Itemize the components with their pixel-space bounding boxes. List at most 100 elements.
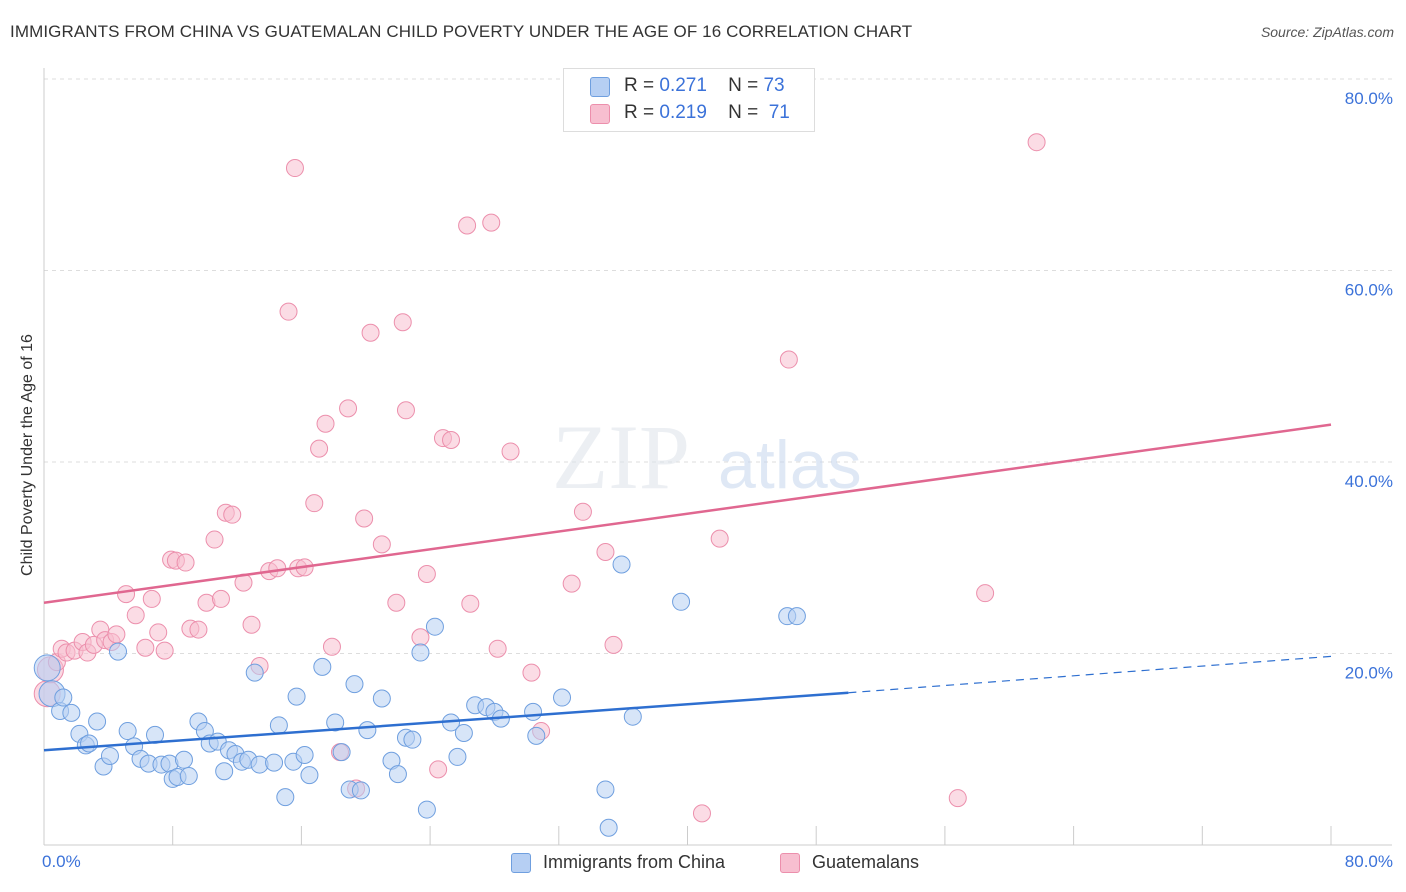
- point-china-35: [269, 716, 288, 735]
- y-tick-label-3: 80.0%: [1345, 89, 1393, 108]
- point-china-63: [524, 702, 543, 721]
- point-china-27: [215, 762, 234, 781]
- legend-r-value-guatemala: 0.219: [659, 102, 707, 123]
- point-china-50: [388, 765, 407, 784]
- point-guatemala-14: [126, 606, 145, 625]
- point-china-7: [80, 734, 99, 753]
- point-guatemala-13: [117, 585, 136, 604]
- x-tick-label-min: 0.0%: [42, 852, 81, 871]
- trend-line-china-dashed: [848, 655, 1332, 694]
- trend-line-guatemala: [43, 423, 1332, 604]
- chart-title: IMMIGRANTS FROM CHINA VS GUATEMALAN CHIL…: [10, 22, 913, 41]
- point-china-41: [313, 657, 332, 676]
- point-china-22: [179, 767, 198, 786]
- bottom-legend-label-china: Immigrants from China: [543, 852, 726, 872]
- axes: [43, 68, 1392, 846]
- point-guatemala-55: [442, 430, 461, 449]
- y-axis-label: Child Poverty Under the Age of 16: [19, 334, 36, 576]
- bottom-legend-swatch-guatemala: [780, 853, 800, 873]
- y-tick-label-1: 40.0%: [1345, 472, 1393, 491]
- point-guatemala-49: [393, 313, 412, 332]
- point-china-4: [62, 703, 81, 722]
- point-china-38: [287, 687, 306, 706]
- point-guatemala-63: [562, 574, 581, 593]
- point-china-46: [351, 781, 370, 800]
- point-guatemala-26: [211, 589, 230, 608]
- point-china-48: [372, 689, 391, 708]
- point-china-54: [417, 800, 436, 819]
- bottom-legend-swatch-china: [511, 853, 531, 873]
- point-guatemala-71: [976, 584, 995, 603]
- point-china-10: [100, 746, 119, 765]
- trend-line-china: [43, 691, 849, 752]
- point-guatemala-72: [1027, 133, 1046, 152]
- legend-swatch-guatemala: [590, 104, 610, 124]
- point-guatemala-45: [355, 509, 374, 528]
- point-china-21: [174, 750, 193, 769]
- point-guatemala-17: [149, 623, 168, 642]
- legend-r-label: R =: [624, 102, 655, 123]
- point-guatemala-34: [279, 302, 298, 321]
- point-guatemala-16: [142, 589, 161, 608]
- legend-n-label: N =: [728, 75, 759, 96]
- point-china-3: [54, 688, 73, 707]
- point-china-58: [454, 723, 473, 742]
- point-china-8: [88, 712, 107, 731]
- point-guatemala-60: [501, 442, 520, 461]
- point-guatemala-23: [189, 620, 208, 639]
- point-china-12: [118, 722, 137, 741]
- point-guatemala-70: [948, 789, 967, 808]
- watermark-atlas: atlas: [718, 427, 862, 503]
- point-china-52: [403, 730, 422, 749]
- point-guatemala-48: [387, 593, 406, 612]
- point-guatemala-18: [155, 641, 174, 660]
- point-guatemala-65: [596, 543, 615, 562]
- legend-text-guatemala: R = 0.219 N = 71: [624, 102, 790, 124]
- point-guatemala-50: [396, 401, 415, 420]
- y-tick-label-0: 20.0%: [1345, 664, 1393, 683]
- point-guatemala-61: [522, 663, 541, 682]
- watermark: ZIP atlas: [552, 406, 862, 508]
- point-guatemala-46: [361, 323, 380, 342]
- point-guatemala-35: [285, 159, 304, 178]
- point-china-57: [448, 747, 467, 766]
- point-china-34: [265, 753, 284, 772]
- trend-lines: [43, 423, 1332, 752]
- point-guatemala-51: [411, 628, 430, 647]
- point-guatemala-47: [372, 535, 391, 554]
- point-guatemala-57: [461, 594, 480, 613]
- point-china-39: [295, 745, 314, 764]
- point-china-72: [787, 607, 806, 626]
- point-china-32: [245, 663, 264, 682]
- point-guatemala-15: [136, 638, 155, 657]
- legend-r-label: R =: [624, 75, 655, 96]
- legend-n-value-guatemala: 71: [768, 102, 790, 123]
- point-china-69: [623, 707, 642, 726]
- point-guatemala-66: [604, 635, 623, 654]
- point-china-68: [612, 555, 631, 574]
- legend-swatch-china: [590, 77, 610, 97]
- point-guatemala-69: [779, 350, 798, 369]
- point-china-42: [326, 713, 345, 732]
- point-guatemala-12: [107, 625, 126, 644]
- source-label: Source: ZipAtlas.com: [1260, 24, 1394, 40]
- point-china-67: [599, 818, 618, 837]
- point-guatemala-41: [322, 637, 341, 656]
- point-china-47: [358, 721, 377, 740]
- point-china-64: [527, 726, 546, 745]
- point-china-70: [672, 592, 691, 611]
- point-guatemala-38: [305, 494, 324, 513]
- legend-text-china: R = 0.271 N = 73: [624, 75, 785, 97]
- y-tick-label-2: 60.0%: [1345, 281, 1393, 300]
- grid-lines: [44, 78, 1392, 654]
- point-guatemala-68: [710, 529, 729, 548]
- point-guatemala-59: [488, 639, 507, 658]
- y-tick-labels: 20.0% 40.0% 60.0% 80.0%: [1345, 89, 1393, 683]
- point-china-11: [109, 642, 128, 661]
- point-guatemala-53: [429, 760, 448, 779]
- point-guatemala-21: [176, 553, 195, 572]
- point-china-36: [276, 788, 295, 807]
- point-guatemala-58: [482, 213, 501, 232]
- correlation-legend: R = 0.271 N = 73 R = 0.219 N = 71: [563, 68, 815, 132]
